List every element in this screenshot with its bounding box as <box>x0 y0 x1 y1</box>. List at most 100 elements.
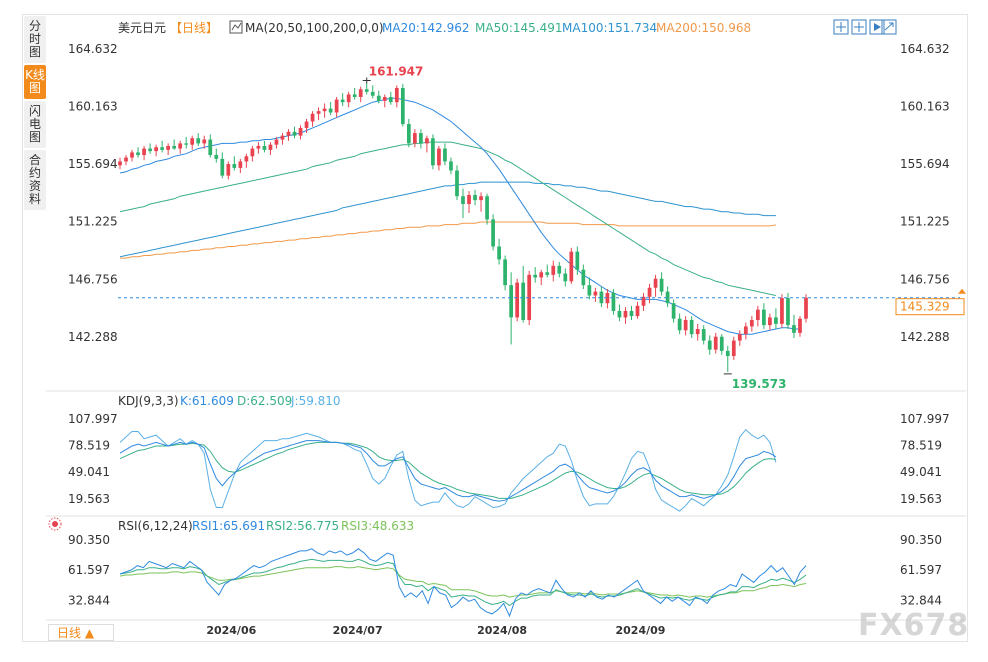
fullscreen-icon[interactable] <box>881 19 897 35</box>
candle-body <box>707 340 712 350</box>
kdj-label: KDJ(9,3,3) <box>118 394 179 408</box>
candle-body <box>220 158 225 176</box>
candle-body <box>503 259 507 286</box>
candle-body <box>587 285 592 296</box>
kdj-d-line <box>119 441 776 499</box>
candle-body <box>328 108 333 113</box>
kdj_panel-tick-right-1: 78.519 <box>900 439 942 453</box>
tab-contract-info[interactable]: 合约资料 <box>24 150 46 210</box>
tab-intraday[interactable]: 分时图 <box>24 16 46 63</box>
candle-body <box>280 135 285 140</box>
rsi_panel-tick-left-0: 90.350 <box>68 533 110 547</box>
ma20-value: MA20:142.962 <box>382 21 470 35</box>
x-axis-label-2: 2024/08 <box>477 624 527 637</box>
candle-body <box>762 309 766 326</box>
candle-body <box>166 145 171 150</box>
candle-body <box>485 196 489 220</box>
candle-body <box>671 303 676 319</box>
rsi2-line <box>119 558 807 607</box>
kdj_panel-tick-left-1: 78.519 <box>68 439 110 453</box>
candle-body <box>310 113 315 122</box>
candle-body <box>370 91 375 96</box>
rsi1-value: RSI1:65.691 <box>192 519 265 533</box>
ma200-value: MA200:150.968 <box>656 21 751 35</box>
candle-body <box>340 99 345 103</box>
watermark-logo: FX678 <box>858 608 970 643</box>
candle-body <box>250 148 255 157</box>
ma-settings-icon[interactable] <box>229 20 243 34</box>
candle-body <box>274 139 279 145</box>
kdj-k-value: K:61.609 <box>180 394 234 408</box>
main-tick-left-2: 155.694 <box>68 157 118 171</box>
candle-body <box>226 164 231 176</box>
candle-body <box>479 196 483 201</box>
candle-body <box>635 305 640 317</box>
candle-body <box>611 292 616 311</box>
period-label[interactable]: 【日线】 <box>170 21 218 35</box>
candle-body <box>208 139 213 155</box>
kdj_panel-tick-right-3: 19.563 <box>900 492 942 506</box>
candle-body <box>262 145 267 150</box>
rsi_panel-tick-left-1: 61.597 <box>68 563 110 577</box>
period-toggle-button[interactable]: 日线 ▲ <box>48 624 114 641</box>
current-price-tag <box>895 298 965 316</box>
candle-body <box>286 131 291 136</box>
candle-body <box>659 278 664 292</box>
candle-body <box>593 291 598 296</box>
candle-body <box>653 278 658 288</box>
candle-body <box>701 329 706 341</box>
candle-body <box>780 298 784 324</box>
candle-body <box>352 94 357 97</box>
candle-body <box>196 138 201 144</box>
candle-body <box>364 89 369 92</box>
candle-body <box>238 161 243 168</box>
candle-body <box>172 145 177 149</box>
chart-frame <box>22 14 968 642</box>
candle-body <box>533 274 538 278</box>
tab-kline[interactable]: K线图 <box>24 65 46 99</box>
candle-body <box>467 194 471 204</box>
candle-body <box>124 157 128 162</box>
candle-body <box>545 272 550 275</box>
candle-body <box>689 319 694 335</box>
ma100-value: MA100:151.734 <box>562 21 657 35</box>
main-tick-left-3: 151.225 <box>68 215 118 229</box>
candle-body <box>497 246 501 260</box>
ma-params: MA(20,50,100,200,0,0) <box>245 21 384 35</box>
crosshair-icon[interactable] <box>833 19 849 35</box>
candle-body <box>647 287 652 297</box>
candle-body <box>304 121 309 128</box>
candle-body <box>184 143 189 145</box>
candle-body <box>244 156 249 162</box>
candle-body <box>346 94 351 103</box>
candle-body <box>491 219 495 247</box>
kdj_panel-tick-left-2: 49.041 <box>68 465 110 479</box>
sun-icon[interactable] <box>48 517 62 531</box>
main-tick-right-1: 160.163 <box>900 99 950 113</box>
candle-body <box>641 296 646 306</box>
ma20-line <box>119 97 800 335</box>
candle-body <box>569 251 574 282</box>
kdj-d-value: D:62.509 <box>237 394 292 408</box>
main-tick-left-4: 146.756 <box>68 272 118 286</box>
low-value-label: 139.573 <box>732 377 787 391</box>
main-tick-right-3: 151.225 <box>900 215 950 229</box>
expand-icon[interactable] <box>851 19 867 35</box>
candle-body <box>509 285 514 318</box>
candle-body <box>431 138 435 166</box>
tab-flash[interactable]: 闪电图 <box>24 101 46 148</box>
candle-body <box>316 111 321 114</box>
candle-body <box>443 148 447 162</box>
candle-body <box>178 143 183 149</box>
rsi_panel-tick-left-2: 32.844 <box>68 593 110 607</box>
main-tick-left-1: 160.163 <box>68 99 118 113</box>
play-icon[interactable] <box>869 19 885 35</box>
rsi1-line <box>119 548 807 618</box>
candle-body <box>154 147 158 152</box>
candle-body <box>804 297 808 319</box>
candle-body <box>394 87 399 103</box>
candle-body <box>412 133 417 144</box>
candle-body <box>563 273 568 282</box>
candle-body <box>298 127 303 136</box>
candle-body <box>743 326 748 335</box>
